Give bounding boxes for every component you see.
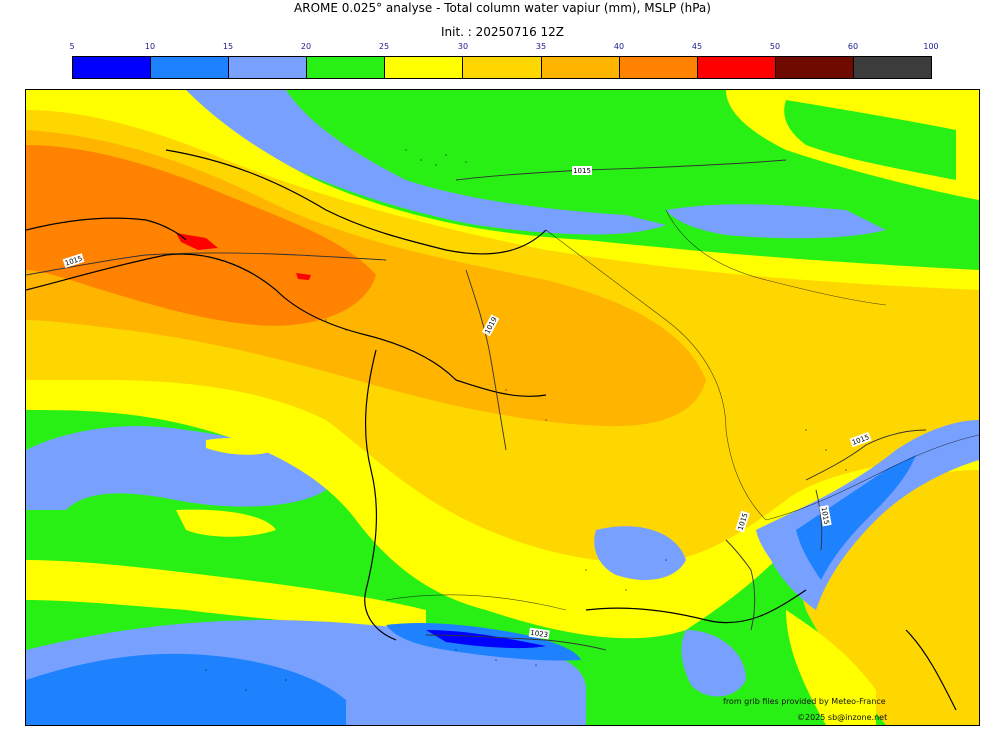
colorbar-segment <box>697 57 776 78</box>
isobar <box>425 634 607 651</box>
colorbar-segment <box>541 57 620 78</box>
isobar-label: 1023 <box>530 629 549 639</box>
field-lightblue <box>666 204 886 239</box>
coastline <box>905 629 957 711</box>
border <box>665 209 887 306</box>
colorbar-segment <box>307 57 386 78</box>
colorbar-tick: 5 <box>69 42 75 51</box>
coastline <box>585 589 807 624</box>
colorbar-tick: 100 <box>923 42 939 51</box>
colorbar <box>72 56 932 79</box>
border <box>385 594 567 611</box>
colorbar-segment <box>229 57 308 78</box>
copyright-credit: ©2025 sb@inzone.net <box>797 713 888 722</box>
colorbar-segment <box>619 57 698 78</box>
field-blue <box>26 653 346 725</box>
field-lightblue <box>594 526 686 580</box>
colorbar-tick: 50 <box>769 42 781 51</box>
colorbar-tick: 10 <box>144 42 156 51</box>
border <box>765 434 979 521</box>
colorbar-segment <box>853 57 932 78</box>
field-darkblue <box>426 630 546 649</box>
isobar <box>725 539 756 631</box>
terrain-dots <box>205 149 847 691</box>
colorbar-segment <box>463 57 542 78</box>
water-vapour-map: 1015 1015 1019 1015 1015 1015 <box>25 89 980 726</box>
isobar-label: 1015 <box>819 506 830 525</box>
field-yellow <box>26 560 426 635</box>
colorbar-segment <box>151 57 230 78</box>
field-red <box>176 233 218 250</box>
isobar <box>465 269 507 451</box>
colorbar-tick: 20 <box>300 42 312 51</box>
colorbar-tick: 45 <box>691 42 703 51</box>
isobar <box>815 489 823 551</box>
coastline <box>364 349 397 641</box>
colorbar-tick: 60 <box>847 42 859 51</box>
field-orange <box>26 145 376 326</box>
colorbar-tick: 40 <box>613 42 625 51</box>
field-lightblue <box>681 630 746 697</box>
field-blue <box>796 455 916 580</box>
coastline <box>26 253 547 397</box>
colorbar-tick: 30 <box>457 42 469 51</box>
isobar <box>805 429 927 481</box>
isobar <box>455 159 787 181</box>
isobar <box>26 252 387 276</box>
colorbar-segment <box>775 57 854 78</box>
colorbar-tick: 35 <box>535 42 547 51</box>
chart-title: AROME 0.025° analyse - Total column wate… <box>294 1 711 15</box>
border <box>545 229 767 521</box>
colorbar-tick: 15 <box>222 42 234 51</box>
init-time: Init. : 20250716 12Z <box>440 25 565 39</box>
coastline <box>26 217 187 241</box>
colorbar-segment <box>385 57 464 78</box>
coastline <box>165 149 547 255</box>
field-green <box>784 100 956 180</box>
field-yellow <box>786 610 876 725</box>
data-source-credit: from grib files provided by Meteo-France <box>723 697 886 706</box>
field-yellow <box>176 509 276 537</box>
field-red <box>296 273 311 280</box>
field-yellow <box>206 438 276 455</box>
colorbar-tick: 25 <box>378 42 390 51</box>
isobar-label: 1015 <box>573 167 591 175</box>
colorbar-segment <box>73 57 152 78</box>
field-lightblue <box>26 455 66 490</box>
field-lightblue <box>186 90 666 235</box>
